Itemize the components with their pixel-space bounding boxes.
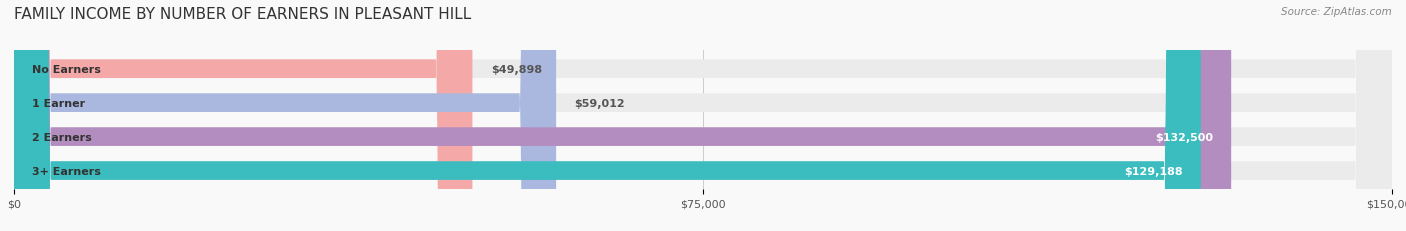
FancyBboxPatch shape bbox=[14, 0, 1201, 231]
FancyBboxPatch shape bbox=[14, 0, 557, 231]
Text: $132,500: $132,500 bbox=[1154, 132, 1213, 142]
FancyBboxPatch shape bbox=[14, 0, 1392, 231]
Text: 3+ Earners: 3+ Earners bbox=[32, 166, 101, 176]
FancyBboxPatch shape bbox=[14, 0, 472, 231]
Text: FAMILY INCOME BY NUMBER OF EARNERS IN PLEASANT HILL: FAMILY INCOME BY NUMBER OF EARNERS IN PL… bbox=[14, 7, 471, 22]
Text: $129,188: $129,188 bbox=[1123, 166, 1182, 176]
Text: $59,012: $59,012 bbox=[575, 98, 626, 108]
Text: No Earners: No Earners bbox=[32, 64, 101, 74]
FancyBboxPatch shape bbox=[14, 0, 1392, 231]
Text: 1 Earner: 1 Earner bbox=[32, 98, 86, 108]
Text: 2 Earners: 2 Earners bbox=[32, 132, 93, 142]
Text: $49,898: $49,898 bbox=[491, 64, 541, 74]
FancyBboxPatch shape bbox=[14, 0, 1392, 231]
FancyBboxPatch shape bbox=[14, 0, 1232, 231]
Text: Source: ZipAtlas.com: Source: ZipAtlas.com bbox=[1281, 7, 1392, 17]
FancyBboxPatch shape bbox=[14, 0, 1392, 231]
